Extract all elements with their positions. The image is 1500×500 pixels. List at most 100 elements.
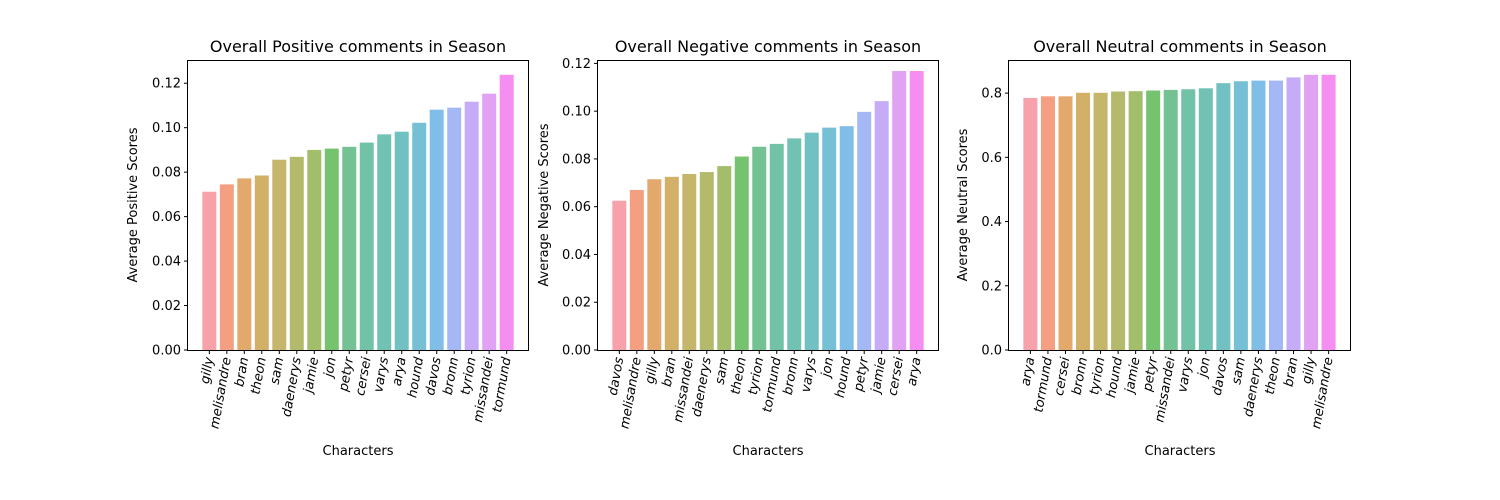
x-tick-label: bronn: [1070, 356, 1091, 396]
y-tick-label: 0.2: [981, 279, 1002, 294]
x-tick-label: hound: [1104, 355, 1126, 399]
bar-bran: [237, 178, 252, 350]
x-ticks: aryatormundcerseibronntyrionhoundjamiepe…: [1019, 350, 1337, 430]
y-tick-label: 0.08: [152, 166, 181, 181]
y-axis-label: Average Negative Scores: [537, 123, 552, 286]
bar-bronn: [1076, 92, 1091, 350]
bar-tyrion: [464, 101, 479, 351]
bar-davos: [429, 109, 444, 350]
y-tick-label: 0.04: [562, 248, 591, 263]
x-tick-label: tyrion: [746, 356, 767, 396]
x-tick-label: bran: [1282, 356, 1302, 388]
x-axis-label: Characters: [733, 444, 804, 459]
y-tick-label: 0.06: [562, 200, 591, 215]
y-axis-label: Average Positive Scores: [126, 127, 141, 282]
x-tick-label: cersei: [1052, 356, 1074, 397]
bar-jon: [1198, 88, 1213, 350]
bar-daenerys: [699, 172, 714, 350]
x-tick-label: sam: [1229, 356, 1249, 386]
plot-frame: [597, 60, 939, 351]
bar-sam: [1233, 81, 1248, 350]
bar-arya: [394, 131, 409, 350]
x-tick-label: petyr: [336, 354, 357, 393]
y-tick-label: 0.4: [981, 215, 1002, 230]
y-axis-label: Average Neutral Scores: [956, 128, 971, 281]
bar-jamie: [874, 101, 889, 350]
x-tick-label: davos: [1210, 356, 1232, 397]
bar-cersei: [1058, 96, 1073, 350]
y-tick-label: 0.0: [981, 344, 1002, 359]
bar-bran: [1286, 77, 1301, 350]
bar-tyrion: [752, 146, 767, 350]
bar-cersei: [359, 142, 374, 350]
bar-tormund: [769, 143, 784, 350]
x-tick-label: theon: [1263, 356, 1284, 396]
y-tick-label: 0.02: [152, 299, 181, 314]
bar-hound: [1111, 91, 1126, 350]
x-tick-label: tyrion: [1087, 356, 1108, 396]
x-tick-label: arya: [1019, 356, 1039, 387]
y-tick-label: 0.06: [152, 210, 181, 225]
x-tick-label: jon: [1195, 356, 1214, 380]
x-tick-label: cersei: [886, 356, 908, 397]
bar-melisandre: [1321, 74, 1336, 350]
x-tick-label: bran: [660, 356, 680, 388]
y-tick-label: 0.02: [562, 296, 591, 311]
x-tick-label: hound: [405, 355, 427, 399]
y-tick-label: 0.08: [562, 152, 591, 167]
x-tick-label: arya: [905, 356, 925, 387]
bar-arya: [909, 71, 924, 350]
x-tick-label: jon: [819, 356, 838, 380]
bar-sam: [272, 159, 287, 350]
x-tick-label: bran: [232, 356, 252, 388]
bar-tyrion: [1093, 92, 1108, 350]
bar-melisandre: [629, 189, 644, 350]
bar-group: [612, 71, 924, 351]
y-ticks: 0.00 0.02 0.04 0.06 0.08 0.10 0.12: [152, 77, 188, 359]
x-tick-label: davos: [606, 356, 628, 397]
y-tick-label: 0.00: [562, 344, 591, 359]
x-tick-label: varys: [371, 356, 392, 394]
x-tick-label: bronn: [441, 356, 462, 396]
x-ticks: davosmelisandregillybranmissandeidaenery…: [606, 350, 925, 430]
y-tick-label: 0.12: [152, 77, 181, 92]
bar-daenerys: [1251, 80, 1266, 350]
chart-title: Overall Negative comments in Season: [615, 37, 921, 56]
bar-varys: [1181, 89, 1196, 350]
bar-davos: [612, 200, 627, 350]
bar-hound: [839, 126, 854, 350]
x-tick-label: jon: [321, 356, 340, 380]
y-tick-label: 0.6: [981, 151, 1002, 166]
y-tick-label: 0.12: [562, 57, 591, 72]
x-ticks: gillymelisandrebrantheonsamdaenerysjamie…: [198, 350, 515, 430]
bar-petyr: [342, 146, 357, 350]
bar-theon: [254, 175, 269, 350]
bar-petyr: [857, 111, 872, 351]
bar-melisandre: [219, 184, 234, 350]
bar-theon: [1268, 80, 1283, 350]
x-axis-label: Characters: [1145, 444, 1216, 459]
bar-sam: [717, 166, 732, 350]
x-tick-label: theon: [248, 356, 269, 396]
bar-varys: [377, 134, 392, 350]
x-tick-label: hound: [833, 355, 855, 399]
bar-petyr: [1146, 90, 1161, 350]
y-tick-label: 0.00: [152, 344, 181, 359]
bar-gilly: [1304, 74, 1319, 350]
bar-jamie: [1128, 91, 1143, 351]
bar-jamie: [307, 149, 322, 350]
x-tick-label: varys: [1175, 356, 1196, 394]
bar-varys: [804, 132, 819, 350]
x-tick-label: gilly: [643, 356, 662, 385]
x-tick-label: gilly: [1300, 356, 1319, 385]
bar-group: [202, 74, 514, 351]
bar-davos: [1216, 83, 1231, 350]
bar-gilly: [202, 191, 217, 350]
chart-title: Overall Neutral comments in Season: [1033, 37, 1327, 56]
chart-title: Overall Positive comments in Season: [210, 37, 506, 56]
x-tick-label: jamie: [868, 356, 889, 396]
x-tick-label: cersei: [353, 356, 375, 397]
y-tick-label: 0.04: [152, 255, 181, 270]
x-tick-label: petyr: [851, 354, 872, 393]
